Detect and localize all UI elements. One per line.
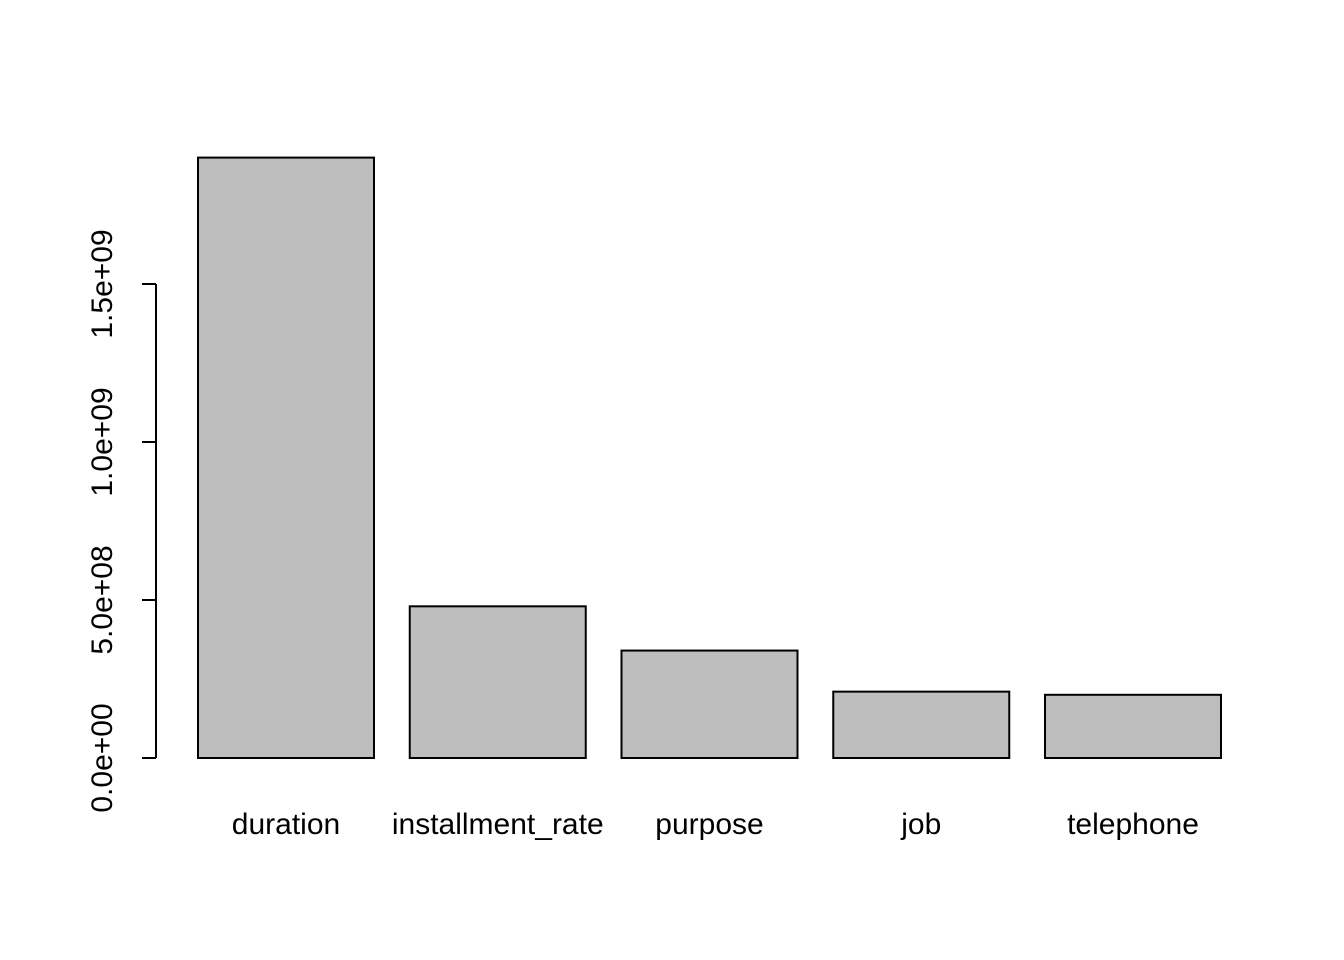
y-tick-label: 5.0e+08 (86, 545, 119, 654)
x-category-label: purpose (655, 808, 763, 841)
x-category-label: installment_rate (392, 808, 604, 841)
bars (197, 156, 1222, 760)
bar-purpose (620, 649, 799, 759)
bar-duration (197, 156, 375, 760)
x-category-label: job (900, 808, 941, 841)
y-tick-label: 0.0e+00 (86, 703, 119, 812)
bar-telephone (1044, 693, 1222, 759)
x-category-label: telephone (1067, 808, 1199, 841)
y-axis: 0.0e+00 5.0e+08 1.0e+09 1.5e+09 (86, 229, 157, 813)
bar-installment-rate (408, 605, 587, 759)
x-category-label: duration (232, 808, 340, 841)
bar-job (832, 690, 1011, 760)
y-tick-label: 1.5e+09 (86, 229, 119, 338)
x-axis-labels: duration installment_rate purpose job teleph… (232, 808, 1199, 841)
y-tick-label: 1.0e+09 (86, 387, 119, 496)
